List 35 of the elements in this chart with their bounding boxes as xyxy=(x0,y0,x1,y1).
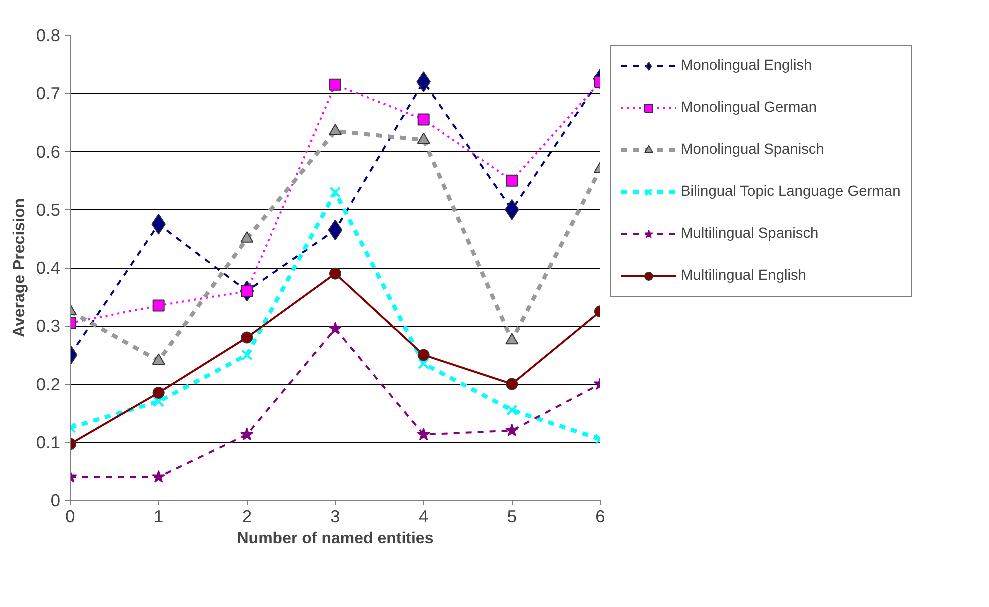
legend-label: Multilingual Spanisch xyxy=(681,225,819,244)
point xyxy=(330,186,342,198)
point xyxy=(241,332,254,344)
legend-label: Bilingual Topic Language German xyxy=(681,183,901,202)
legend-label: Multilingual English xyxy=(681,267,806,286)
point xyxy=(328,322,342,335)
y-tick-label: 0.7 xyxy=(36,84,61,104)
point xyxy=(330,268,342,280)
y-tick-label: 0.4 xyxy=(36,258,61,278)
point xyxy=(418,349,430,362)
y-tick-label: 0.3 xyxy=(36,316,61,336)
y-tick-label: 0.8 xyxy=(36,26,61,46)
point xyxy=(242,350,253,361)
x-tick-label: 5 xyxy=(507,506,517,526)
x-tick-label: 1 xyxy=(154,506,164,526)
point xyxy=(418,114,430,126)
y-axis-title: Average Precision xyxy=(11,198,28,338)
legend-label: Monolingual German xyxy=(681,99,818,118)
legend-label: Monolingual English xyxy=(681,57,812,76)
x-tick-label: 0 xyxy=(66,506,76,526)
x-tick-label: 2 xyxy=(242,506,252,526)
y-tick-label: 0.1 xyxy=(36,432,61,452)
y-tick-label: 0.5 xyxy=(36,200,61,220)
legend-label: Monolingual Spanisch xyxy=(681,141,824,160)
x-axis-title: Number of named entities xyxy=(237,530,434,548)
x-tick-label: 3 xyxy=(330,506,340,526)
point xyxy=(418,358,430,370)
x-tick-label: 6 xyxy=(596,506,606,526)
y-tick-label: 0.6 xyxy=(36,142,61,162)
point xyxy=(330,78,342,91)
x-tick-label: 4 xyxy=(419,506,430,526)
point xyxy=(240,428,254,441)
y-tick-label: 0 xyxy=(50,490,61,510)
y-tick-label: 0.2 xyxy=(36,374,61,394)
point xyxy=(417,428,431,441)
